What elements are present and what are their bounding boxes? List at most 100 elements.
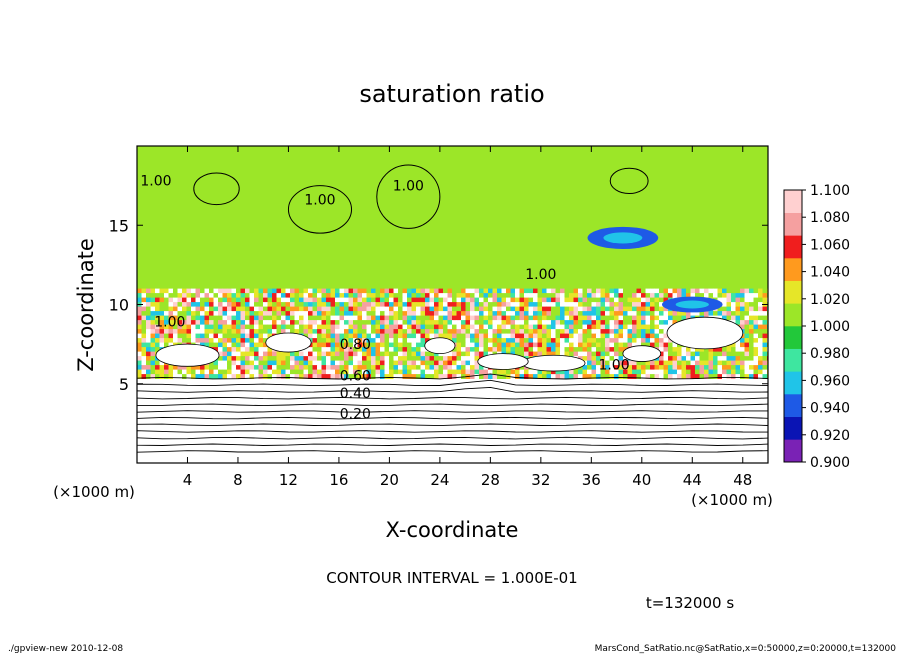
field-cell (609, 360, 615, 366)
field-cell (317, 302, 322, 307)
field-cell (551, 306, 556, 312)
field-cell (681, 369, 687, 375)
field-cell (425, 315, 430, 321)
field-cell (542, 315, 547, 321)
field-cell (366, 297, 372, 303)
field-cell (416, 374, 421, 379)
field-cell (465, 365, 471, 370)
field-cell (609, 302, 615, 307)
field-cell (506, 347, 511, 352)
field-cell (299, 365, 304, 370)
field-cell (600, 306, 606, 312)
field-cell (168, 338, 174, 343)
field-cell (551, 333, 556, 339)
field-cell (510, 324, 516, 330)
field-cell (654, 324, 660, 330)
field-cell (537, 311, 543, 316)
field-cell (627, 320, 633, 325)
field-cell (357, 365, 363, 370)
field-cell (740, 311, 745, 316)
field-cell (461, 342, 466, 348)
field-cell (605, 320, 610, 325)
field-cell (578, 320, 583, 325)
field-cell (290, 302, 295, 307)
field-cell (330, 302, 336, 307)
field-cell (330, 342, 336, 348)
field-cell (542, 329, 547, 334)
field-cell (546, 306, 552, 312)
field-cell (393, 324, 399, 330)
field-cell (312, 293, 318, 298)
field-cell (195, 333, 201, 339)
field-cell (560, 293, 565, 298)
field-cell (380, 293, 385, 298)
field-cell (564, 320, 570, 325)
field-cell (582, 315, 588, 321)
field-cell (168, 288, 174, 294)
field-cell (213, 324, 219, 330)
field-cell (285, 288, 291, 294)
field-cell (573, 342, 579, 348)
field-cell (758, 329, 763, 334)
field-cell (393, 302, 399, 307)
field-cell (218, 315, 223, 321)
field-cell (384, 288, 390, 294)
field-cell (366, 324, 372, 330)
field-cell (227, 320, 232, 325)
field-cell (605, 351, 610, 357)
field-cell (326, 365, 331, 370)
field-cell (519, 293, 525, 298)
field-cell (353, 293, 358, 298)
field-cell (254, 324, 259, 330)
field-cell (717, 306, 723, 312)
field-cell (416, 338, 421, 343)
field-cell (573, 351, 579, 357)
field-cell (591, 293, 597, 298)
field-cell (722, 297, 727, 303)
field-cell (735, 360, 741, 366)
field-cell (609, 324, 615, 330)
field-cell (663, 293, 669, 298)
field-cell (285, 320, 291, 325)
field-cell (177, 306, 183, 312)
field-cell (726, 293, 732, 298)
field-cell (182, 306, 187, 312)
field-cell (627, 311, 633, 316)
field-cell (519, 320, 525, 325)
field-cell (326, 356, 331, 361)
field-cell (551, 374, 556, 379)
field-cell (204, 297, 210, 303)
field-cell (150, 360, 156, 366)
field-cell (416, 365, 421, 370)
field-cell (744, 374, 750, 379)
field-cell (398, 320, 403, 325)
field-cell (573, 293, 579, 298)
field-cell (281, 302, 286, 307)
field-cell (137, 293, 142, 298)
field-cell (177, 288, 183, 294)
field-cell (249, 306, 255, 312)
field-cell (704, 369, 709, 375)
field-cell (173, 315, 178, 321)
field-cell (564, 369, 570, 375)
field-cell (245, 356, 250, 361)
field-cell (762, 288, 768, 294)
field-cell (578, 297, 583, 303)
field-cell (555, 302, 561, 307)
field-cell (591, 338, 597, 343)
field-cell (308, 333, 313, 339)
field-cell (137, 365, 142, 370)
field-cell (263, 302, 268, 307)
field-cell (407, 347, 412, 352)
field-cell (488, 293, 493, 298)
field-cell (515, 347, 520, 352)
field-cell (353, 329, 358, 334)
field-cell (560, 347, 565, 352)
field-cell (686, 360, 691, 366)
field-cell (159, 360, 165, 366)
field-cell (668, 293, 673, 298)
field-cell (240, 360, 246, 366)
field-cell (308, 365, 313, 370)
field-cell (200, 293, 205, 298)
field-cell (177, 320, 183, 325)
